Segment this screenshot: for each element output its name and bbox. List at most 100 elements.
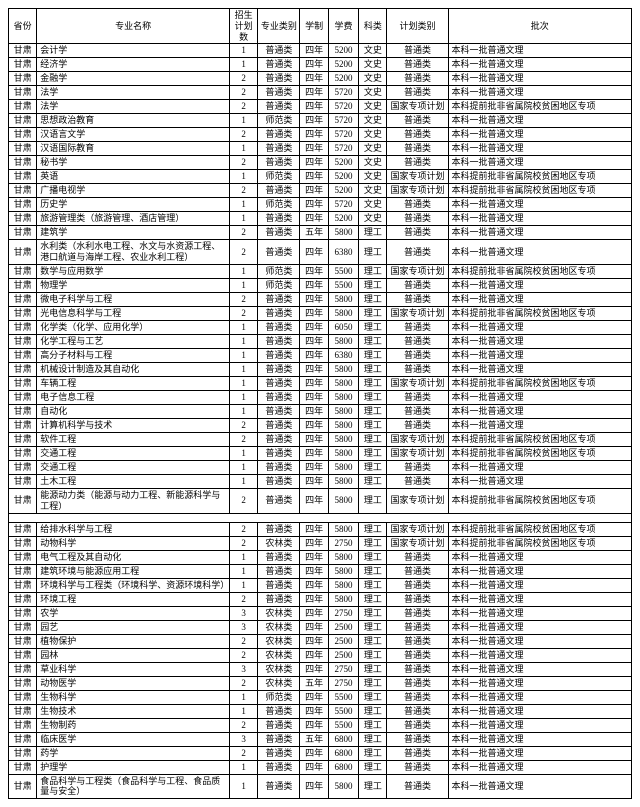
cell: 国家专项计划 — [387, 536, 448, 550]
table-body: 甘肃会计学1普通类四年5200文史普通类本科一批普通文理甘肃经济学1普通类四年5… — [9, 44, 632, 799]
cell: 理工 — [359, 446, 387, 460]
cell: 理工 — [359, 348, 387, 362]
cell: 6800 — [328, 760, 359, 774]
cell: 2500 — [328, 620, 359, 634]
cell: 甘肃 — [9, 320, 37, 334]
cell: 能源动力类（能源与动力工程、新能源科学与工程） — [37, 488, 230, 513]
cell: 理工 — [359, 264, 387, 278]
cell: 3 — [229, 662, 257, 676]
cell: 四年 — [300, 320, 328, 334]
cell: 植物保护 — [37, 634, 230, 648]
cell: 理工 — [359, 376, 387, 390]
cell: 普通类 — [258, 578, 300, 592]
cell: 5720 — [328, 86, 359, 100]
cell: 国家专项计划 — [387, 264, 448, 278]
cell: 普通类 — [258, 142, 300, 156]
cell: 文史 — [359, 44, 387, 58]
cell: 理工 — [359, 362, 387, 376]
cell: 本科一批普通文理 — [448, 690, 631, 704]
cell: 本科一批普通文理 — [448, 156, 631, 170]
cell: 甘肃 — [9, 376, 37, 390]
cell: 2750 — [328, 676, 359, 690]
cell: 车辆工程 — [37, 376, 230, 390]
cell: 2 — [229, 676, 257, 690]
cell: 本科提前批非省属院校贫困地区专项 — [448, 522, 631, 536]
cell: 本科一批普通文理 — [448, 634, 631, 648]
cell: 理工 — [359, 226, 387, 240]
cell: 普通类 — [258, 488, 300, 513]
cell: 本科一批普通文理 — [448, 142, 631, 156]
cell: 四年 — [300, 198, 328, 212]
table-row: 甘肃广播电视学2普通类四年5200文史国家专项计划本科提前批非省属院校贫困地区专… — [9, 184, 632, 198]
table-row: 甘肃动物科学2农林类四年2750理工国家专项计划本科提前批非省属院校贫困地区专项 — [9, 536, 632, 550]
admissions-table: 省份 专业名称 招生计划数 专业类别 学制 学费 科类 计划类别 批次 甘肃会计… — [8, 8, 632, 799]
cell: 本科提前批非省属院校贫困地区专项 — [448, 488, 631, 513]
cell: 2750 — [328, 606, 359, 620]
cell: 5720 — [328, 198, 359, 212]
cell: 普通类 — [258, 292, 300, 306]
cell: 普通类 — [387, 334, 448, 348]
cell: 四年 — [300, 58, 328, 72]
cell: 本科提前批非省属院校贫困地区专项 — [448, 376, 631, 390]
cell: 本科一批普通文理 — [448, 292, 631, 306]
table-row: 甘肃电气工程及其自动化1普通类四年5800理工普通类本科一批普通文理 — [9, 550, 632, 564]
cell: 普通类 — [258, 72, 300, 86]
cell: 师范类 — [258, 690, 300, 704]
cell: 本科一批普通文理 — [448, 198, 631, 212]
cell: 1 — [229, 334, 257, 348]
cell: 本科一批普通文理 — [448, 732, 631, 746]
cell: 普通类 — [387, 460, 448, 474]
cell: 四年 — [300, 334, 328, 348]
cell: 甘肃 — [9, 606, 37, 620]
cell: 四年 — [300, 536, 328, 550]
table-row: 甘肃汉语言文学2普通类四年5720文史普通类本科一批普通文理 — [9, 128, 632, 142]
cell: 国家专项计划 — [387, 170, 448, 184]
cell: 建筑学 — [37, 226, 230, 240]
cell: 本科一批普通文理 — [448, 390, 631, 404]
table-row: 甘肃园林2农林类四年2500理工普通类本科一批普通文理 — [9, 648, 632, 662]
cell: 2 — [229, 634, 257, 648]
cell: 光电信息科学与工程 — [37, 306, 230, 320]
cell: 本科一批普通文理 — [448, 362, 631, 376]
cell: 四年 — [300, 86, 328, 100]
col-num: 招生计划数 — [229, 9, 257, 44]
cell: 园林 — [37, 648, 230, 662]
cell: 普通类 — [258, 592, 300, 606]
cell: 理工 — [359, 460, 387, 474]
cell: 甘肃 — [9, 432, 37, 446]
cell: 普通类 — [387, 240, 448, 265]
cell: 1 — [229, 390, 257, 404]
cell: 甘肃 — [9, 156, 37, 170]
cell: 草业科学 — [37, 662, 230, 676]
table-row: 甘肃法学2普通类四年5720文史国家专项计划本科提前批非省属院校贫困地区专项 — [9, 100, 632, 114]
cell: 2 — [229, 226, 257, 240]
cell: 四年 — [300, 72, 328, 86]
col-batch: 批次 — [448, 9, 631, 44]
cell: 理工 — [359, 648, 387, 662]
cell: 甘肃 — [9, 488, 37, 513]
cell: 理工 — [359, 760, 387, 774]
cell: 甘肃 — [9, 550, 37, 564]
table-row: 甘肃环境工程2普通类四年5800理工普通类本科一批普通文理 — [9, 592, 632, 606]
cell: 师范类 — [258, 114, 300, 128]
cell: 5500 — [328, 718, 359, 732]
cell: 理工 — [359, 676, 387, 690]
cell: 交通工程 — [37, 446, 230, 460]
cell: 6380 — [328, 348, 359, 362]
cell: 2 — [229, 536, 257, 550]
cell: 农林类 — [258, 662, 300, 676]
cell: 本科一批普通文理 — [448, 226, 631, 240]
table-row: 甘肃给排水科学与工程2普通类四年5800理工国家专项计划本科提前批非省属院校贫困… — [9, 522, 632, 536]
cell: 3 — [229, 620, 257, 634]
cell: 普通类 — [258, 404, 300, 418]
cell: 理工 — [359, 334, 387, 348]
cell: 建筑环境与能源应用工程 — [37, 564, 230, 578]
cell: 甘肃 — [9, 348, 37, 362]
cell: 本科提前批非省属院校贫困地区专项 — [448, 536, 631, 550]
cell: 五年 — [300, 676, 328, 690]
cell: 2 — [229, 184, 257, 198]
cell: 2 — [229, 72, 257, 86]
cell: 5800 — [328, 404, 359, 418]
cell: 文史 — [359, 156, 387, 170]
cell: 甘肃 — [9, 760, 37, 774]
